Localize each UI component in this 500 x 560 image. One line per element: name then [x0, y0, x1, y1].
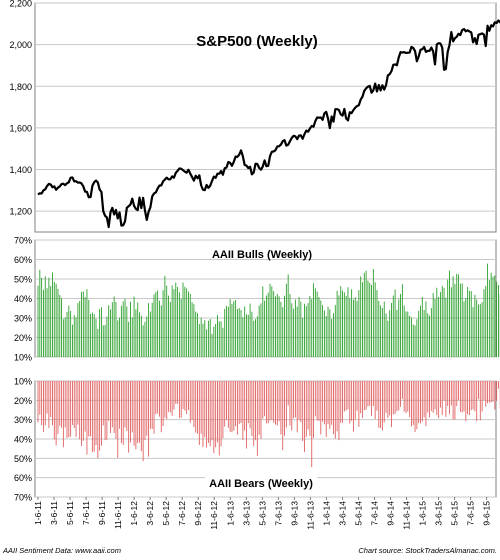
x-tick-label: 5-6-13: [257, 501, 267, 526]
x-tick-label: 3-6-12: [145, 501, 155, 526]
x-tick-label: 3-6-13: [241, 501, 251, 526]
y-tick-label: 2,000: [9, 40, 32, 50]
y-tick-label: 60%: [14, 255, 32, 265]
x-tick-label: 7-6-13: [273, 501, 283, 526]
x-tick-label: 5-6-11: [65, 501, 75, 525]
x-tick-label: 7-6-12: [177, 501, 187, 526]
y-tick-label: 60%: [14, 473, 32, 483]
x-tick-label: 7-6-11: [81, 501, 91, 525]
y-tick-label: 2,200: [9, 0, 32, 9]
x-tick-label: 1-6-14: [321, 501, 331, 526]
y-tick-label: 1,200: [9, 207, 32, 217]
x-tick-label: 1-6-12: [129, 501, 139, 526]
sp500-plot-frame: [34, 2, 497, 233]
x-tick-label: 11-6-14: [402, 501, 412, 530]
x-tick-label: 9-6-12: [193, 501, 203, 526]
sentiment-chart: 1,200 1,400 1,600 1,800 2,000 2,200 S&P500 (W…: [9, 0, 500, 530]
x-tick-label: 9-6-13: [289, 501, 299, 526]
x-tick-label: 5-6-14: [353, 501, 363, 526]
bulls-bar-series: [37, 263, 500, 357]
y-tick-label: 50%: [14, 454, 32, 464]
x-tick-label: 5-6-15: [450, 501, 460, 526]
chart-source-note: Chart source: StockTradersAlmanac.com.: [358, 546, 497, 555]
x-tick-label: 3-6-14: [337, 501, 347, 526]
bulls-gridlines: [35, 239, 496, 358]
sp500-title: S&P500 (Weekly): [196, 33, 317, 50]
y-tick-label: 1,800: [9, 82, 32, 92]
sp500-line-series: [37, 19, 500, 229]
x-tick-label: 7-6-15: [466, 501, 476, 526]
y-tick-label: 30%: [14, 415, 32, 425]
x-tick-label: 1-6-15: [418, 501, 428, 526]
data-source-note: AAII Sentiment Data: www.aaii.com: [3, 546, 121, 555]
y-tick-label: 40%: [14, 435, 32, 445]
y-tick-label: 70%: [14, 493, 32, 503]
x-tick-label: 5-6-12: [161, 501, 171, 526]
bears-y-tick-labels: 10% 20% 30% 40% 50% 60% 70%: [14, 377, 32, 503]
sp500-panel: 1,200 1,400 1,600 1,800 2,000 2,200 S&P500 (W…: [9, 0, 500, 233]
bears-title: AAII Bears (Weekly): [209, 478, 313, 490]
y-tick-label: 10%: [14, 353, 32, 363]
x-axis-date-labels: 1-6-11 3-6-11 5-6-11 7-6-11 9-6-11 11-6-11 1-6…: [33, 497, 492, 530]
y-tick-label: 20%: [14, 333, 32, 343]
y-tick-label: 1,600: [9, 123, 32, 133]
x-tick-label: 9-6-15: [482, 501, 492, 526]
y-tick-label: 30%: [14, 314, 32, 324]
y-tick-label: 20%: [14, 396, 32, 406]
y-tick-label: 1,400: [9, 165, 32, 175]
bulls-y-tick-labels: 10% 20% 30% 40% 50% 60% 70%: [14, 236, 32, 363]
x-tick-label: 1-6-11: [33, 501, 43, 525]
x-tick-label: 3-6-11: [49, 501, 59, 525]
y-tick-label: 70%: [14, 236, 32, 246]
x-tick-label: 11-6-13: [305, 501, 315, 530]
bears-panel: 10% 20% 30% 40% 50% 60% 70% AAII Bears (Weekly…: [14, 377, 500, 530]
y-tick-label: 10%: [14, 377, 32, 387]
bears-title-backdrop: [205, 475, 317, 491]
bulls-panel: 10% 20% 30% 40% 50% 60% 70% AAII Bulls (Weekly…: [14, 236, 500, 363]
x-tick-label: 9-6-14: [385, 501, 395, 526]
x-tick-label: 1-6-13: [225, 501, 235, 526]
bears-bar-series: [37, 381, 500, 468]
x-tick-label: 9-6-11: [97, 501, 107, 525]
y-tick-label: 40%: [14, 294, 32, 304]
sp500-price-line: [37, 19, 500, 229]
x-tick-label: 3-6-15: [434, 501, 444, 526]
bulls-title: AAII Bulls (Weekly): [212, 249, 312, 261]
x-tick-label: 11-6-12: [209, 501, 219, 530]
y-tick-label: 50%: [14, 275, 32, 285]
x-tick-label: 11-6-11: [113, 501, 123, 529]
sp500-y-tick-labels: 1,200 1,400 1,600 1,800 2,000 2,200: [9, 0, 32, 217]
x-tick-label: 7-6-14: [369, 501, 379, 526]
